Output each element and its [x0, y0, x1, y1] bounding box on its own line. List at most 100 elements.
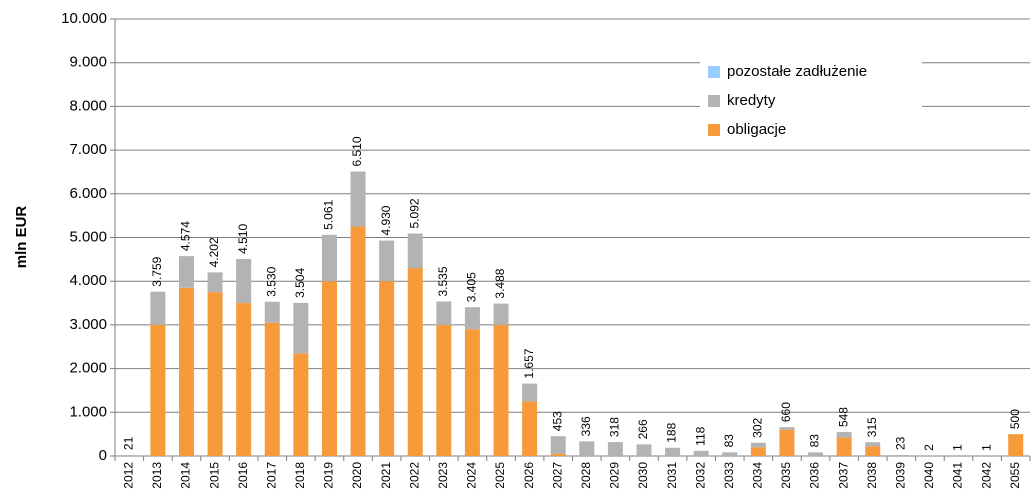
bar-segment [522, 401, 538, 456]
x-tick-label: 2028 [579, 462, 593, 489]
total-label: 21 [121, 436, 135, 450]
bar-segment [379, 240, 395, 282]
bar-segment [178, 287, 194, 456]
bar-segment [836, 432, 852, 438]
x-tick-label: 2042 [979, 462, 993, 489]
bar-segment [150, 291, 166, 325]
bar-segment [350, 171, 366, 227]
x-tick-label: 2038 [865, 462, 879, 489]
bar-segment [150, 324, 166, 456]
total-label: 5.061 [322, 199, 336, 229]
bar-segment [236, 303, 252, 456]
y-tick-label: 6.000 [69, 185, 107, 202]
legend-label: obligacje [727, 121, 786, 138]
y-tick-label: 0 [99, 447, 107, 464]
x-tick-label: 2030 [636, 462, 650, 489]
total-label: 188 [665, 422, 679, 442]
bar-segment [750, 442, 766, 448]
bar-segment [665, 447, 681, 456]
bar-segment [293, 302, 309, 354]
x-tick-label: 2014 [179, 462, 193, 489]
y-tick-label: 5.000 [69, 228, 107, 245]
total-label: 1 [951, 444, 965, 451]
x-tick-label: 2022 [407, 462, 421, 489]
x-tick-label: 2023 [436, 462, 450, 489]
bar-segment [779, 427, 795, 430]
x-tick-label: 2055 [1008, 462, 1022, 489]
total-label: 453 [550, 411, 564, 431]
total-label: 4.510 [236, 224, 250, 254]
total-label: 660 [779, 402, 793, 422]
total-label: 1.657 [522, 348, 536, 378]
bar-segment [750, 447, 766, 456]
bar-segment [464, 307, 480, 330]
bar-segment [293, 353, 309, 456]
bar-segment [808, 452, 824, 456]
total-label: 315 [865, 417, 879, 437]
total-label: 6.510 [350, 136, 364, 166]
bar-segment [493, 303, 509, 325]
x-tick-label: 2017 [264, 462, 278, 489]
bar-segment [550, 453, 566, 456]
bar-segment [264, 301, 280, 323]
bar-segment [779, 429, 795, 456]
total-label: 500 [1008, 409, 1022, 429]
y-tick-label: 3.000 [69, 316, 107, 333]
total-label: 23 [894, 436, 908, 450]
bar-segment [722, 452, 738, 456]
total-label: 83 [808, 434, 822, 448]
total-label: 4.930 [379, 205, 393, 235]
x-tick-label: 2020 [350, 462, 364, 489]
total-label: 2 [922, 444, 936, 451]
x-tick-label: 2016 [236, 462, 250, 489]
x-tick-label: 2021 [379, 462, 393, 489]
bar-segment [1008, 434, 1024, 456]
bar-segment [321, 281, 337, 456]
bar-segment [693, 450, 709, 456]
bar-segment [636, 444, 652, 456]
x-tick-label: 2035 [779, 462, 793, 489]
total-label: 118 [693, 426, 707, 445]
legend-swatch [708, 124, 720, 136]
x-tick-label: 2012 [121, 462, 135, 489]
bar-segment [865, 446, 881, 456]
bar-segment [264, 322, 280, 456]
bar-segment [607, 442, 623, 456]
x-tick-label: 2025 [493, 462, 507, 489]
y-tick-label: 1.000 [69, 403, 107, 420]
x-tick-label: 2041 [951, 462, 965, 489]
total-label: 4.202 [207, 237, 221, 267]
total-label: 1 [979, 444, 993, 451]
y-tick-label: 2.000 [69, 360, 107, 377]
bar-segment [207, 292, 223, 456]
total-label: 302 [751, 417, 765, 437]
x-tick-label: 2034 [751, 462, 765, 489]
bar-segment [865, 442, 881, 447]
bar-segment [522, 383, 538, 402]
total-label: 3.535 [436, 266, 450, 296]
x-tick-label: 2026 [522, 462, 536, 489]
bar-segment [379, 281, 395, 456]
bar-segment [236, 258, 252, 304]
bar-segment [121, 455, 137, 456]
x-tick-label: 2019 [322, 462, 336, 489]
y-tick-label: 7.000 [69, 141, 107, 158]
x-tick-label: 2024 [465, 462, 479, 489]
x-tick-label: 2029 [608, 462, 622, 489]
legend-swatch [708, 95, 720, 107]
x-tick-label: 2039 [894, 462, 908, 489]
bar-segment [893, 454, 909, 456]
legend-label: pozostałe zadłużenie [727, 63, 867, 80]
legend-box [700, 58, 922, 146]
total-label: 83 [722, 434, 736, 448]
bar-segment [178, 256, 194, 288]
bar-segment [436, 301, 452, 325]
total-label: 548 [836, 407, 850, 427]
bar-segment [350, 226, 366, 456]
bar-segment [207, 272, 223, 293]
bar-segment [464, 329, 480, 456]
y-tick-label: 8.000 [69, 97, 107, 114]
total-label: 3.759 [150, 256, 164, 286]
y-tick-label: 4.000 [69, 272, 107, 289]
bar-segment [407, 268, 423, 456]
